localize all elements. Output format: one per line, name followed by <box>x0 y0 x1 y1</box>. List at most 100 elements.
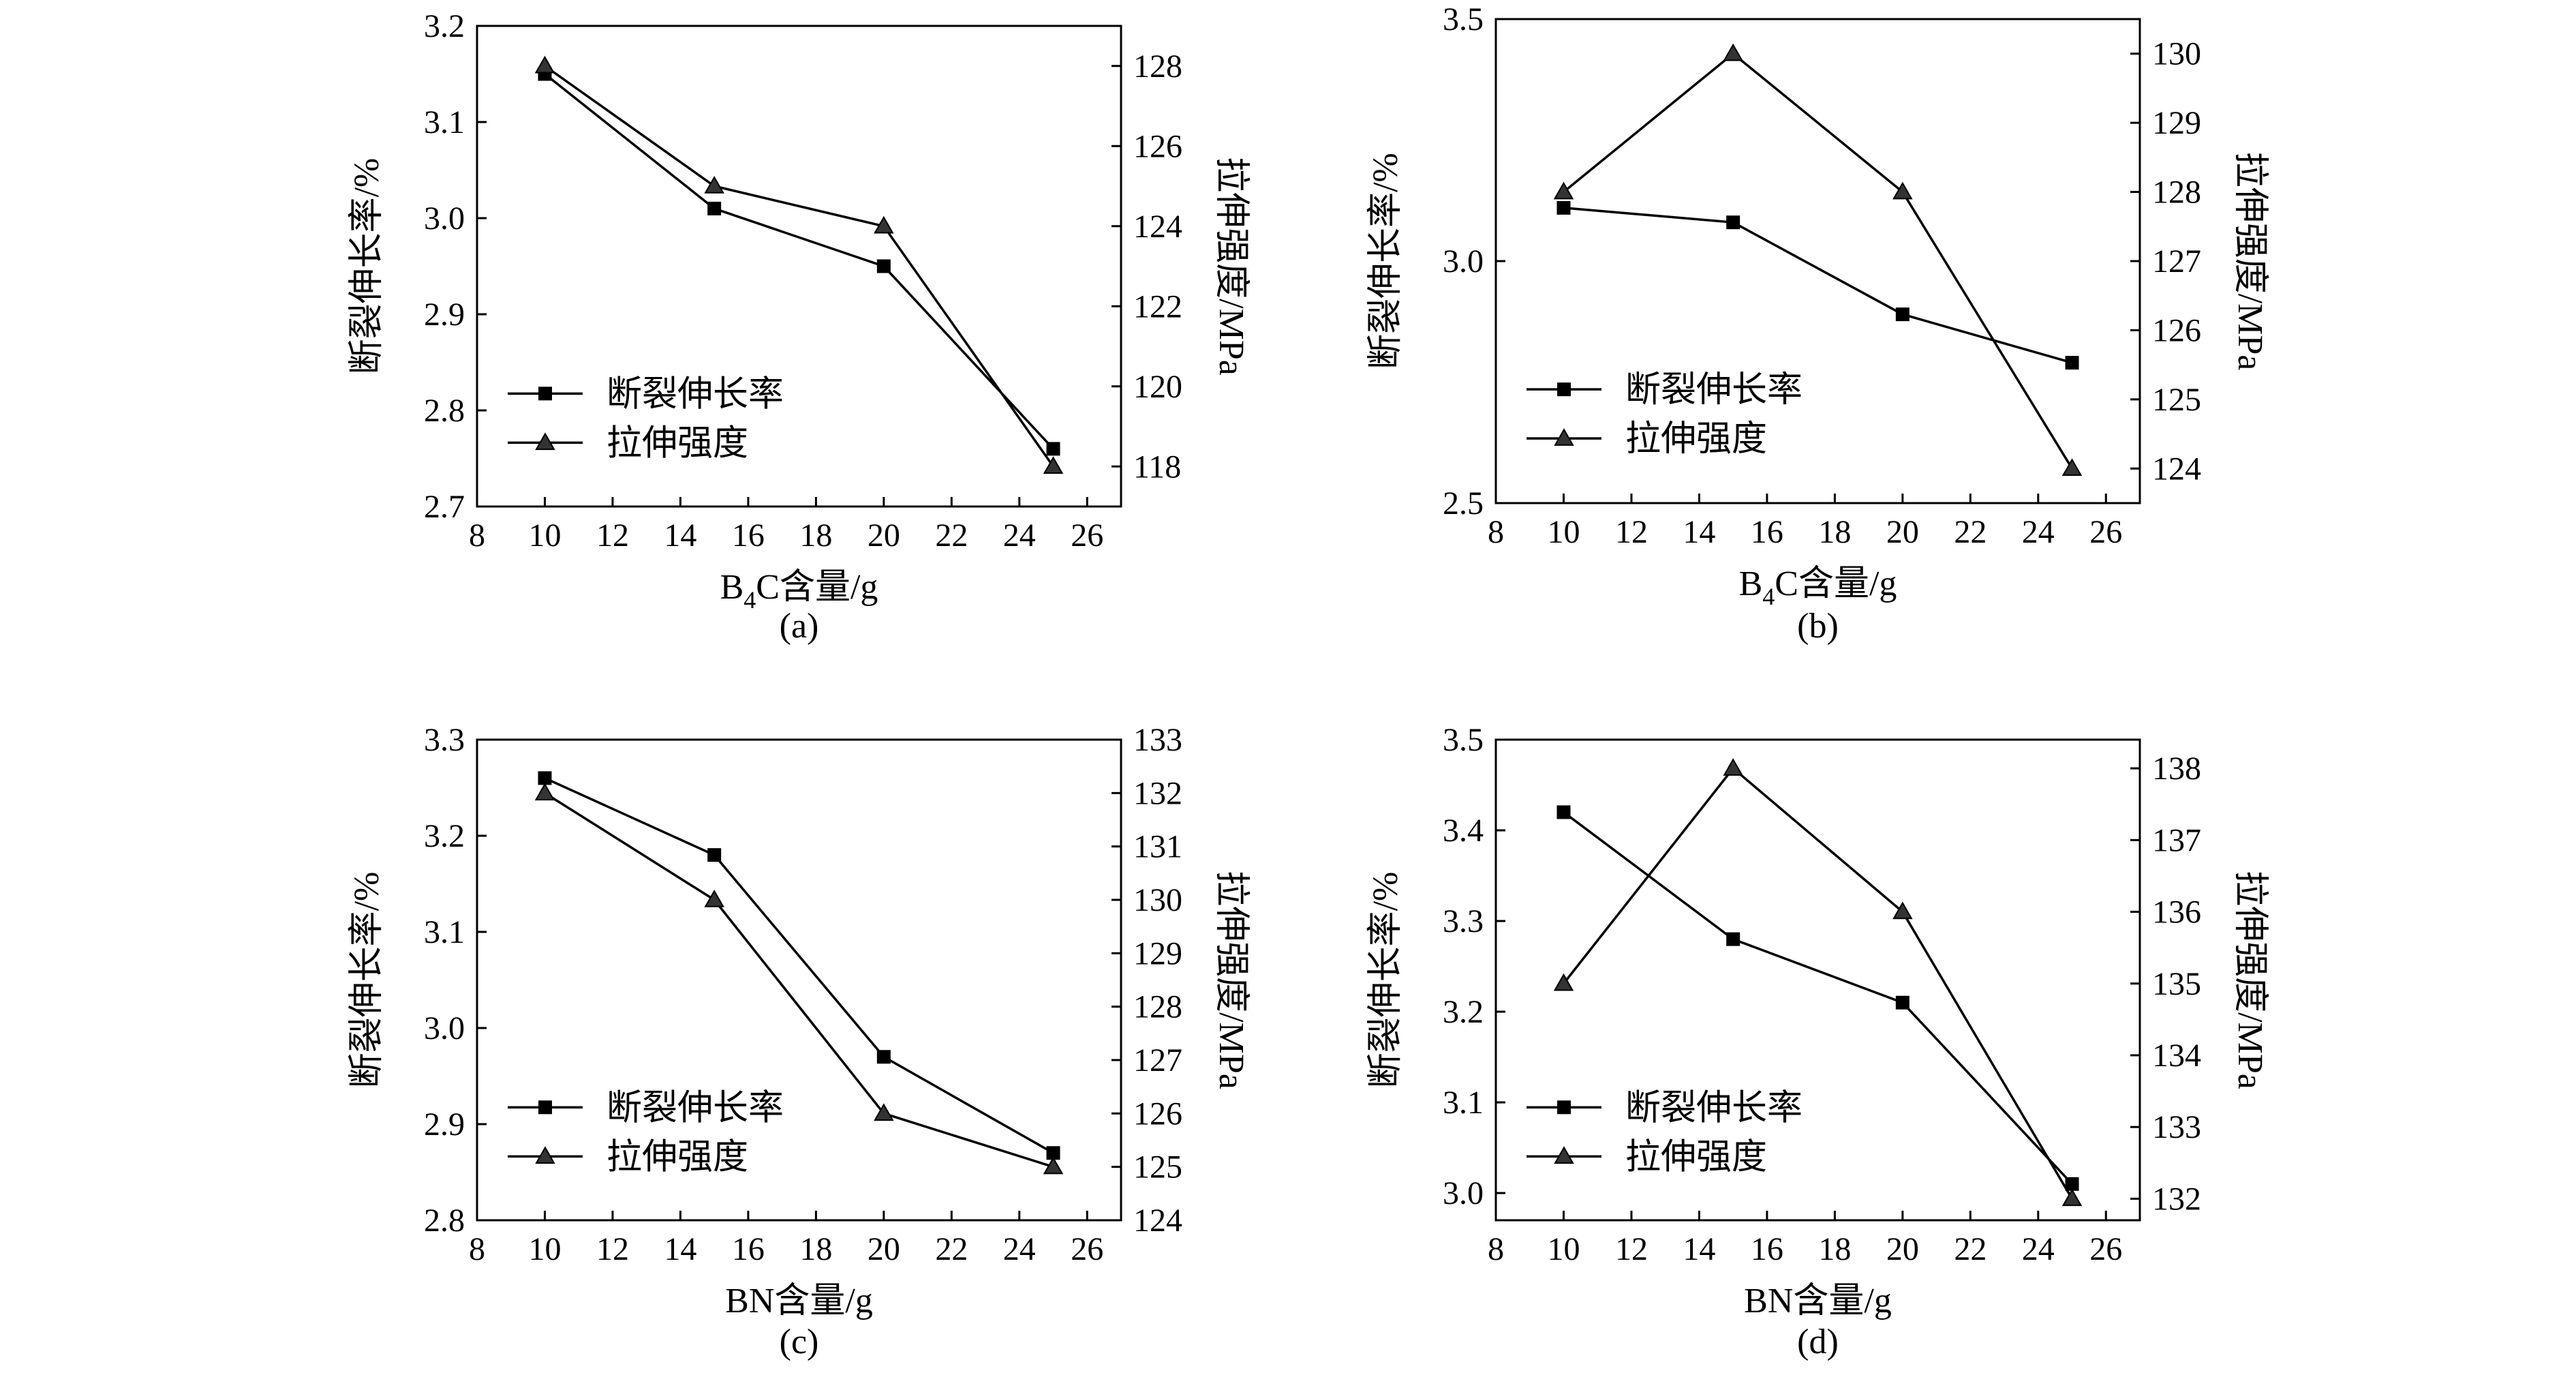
y-left-tick-label: 3.3 <box>424 722 465 758</box>
x-axis-title: BN含量/g <box>725 1282 873 1320</box>
data-point-triangle <box>1043 1156 1064 1175</box>
x-tick-label: 12 <box>596 1231 629 1267</box>
legend-label: 拉伸强度 <box>1625 1138 1767 1177</box>
y-left-tick-label: 3.2 <box>424 8 465 44</box>
data-point-triangle <box>1892 901 1913 920</box>
x-tick-label: 12 <box>1615 1231 1648 1267</box>
x-tick-label: 24 <box>1003 517 1036 554</box>
x-tick-label: 16 <box>1751 1231 1783 1267</box>
y-right-tick-label: 128 <box>1133 48 1182 85</box>
x-axis-title-main: B <box>720 568 744 607</box>
x-tick-label: 8 <box>469 517 485 554</box>
data-point-triangle <box>1553 181 1574 200</box>
x-axis-title-rest: C含量/g <box>756 568 878 607</box>
x-tick-label: 14 <box>1683 1231 1715 1267</box>
x-axis-title-subscript: 4 <box>743 586 756 614</box>
legend-item: 拉伸强度 <box>1527 1138 1767 1177</box>
legend-marker-square <box>1557 382 1571 397</box>
y-left-tick-label: 3.5 <box>1443 1 1484 37</box>
x-tick-label: 22 <box>1954 514 1987 550</box>
x-axis-title: B4C含量/g <box>720 568 878 614</box>
series-line-elongation <box>544 73 1054 450</box>
y-right-tick-label: 124 <box>2152 451 2201 487</box>
data-point-square <box>1557 200 1571 215</box>
data-point-triangle <box>1723 43 1743 61</box>
y-left-tick-label: 3.3 <box>1443 903 1484 939</box>
data-point-triangle <box>1892 181 1913 200</box>
legend-marker-triangle <box>535 432 555 451</box>
y-right-tick-label: 124 <box>1133 209 1182 245</box>
y-right-axis-title: 拉伸强度/MPa <box>2230 152 2269 371</box>
y-left-axis-title: 断裂伸长率/% <box>1366 872 1405 1089</box>
y-right-tick-label: 128 <box>1133 989 1182 1025</box>
x-tick-label: 26 <box>1071 517 1103 554</box>
legend-label: 断裂伸长率 <box>1625 1089 1803 1128</box>
y-right-tick-label: 126 <box>2152 312 2201 348</box>
plot-frame <box>1494 18 2141 504</box>
y-right-tick-label: 133 <box>1133 722 1182 758</box>
legend-marker-triangle <box>535 1146 555 1164</box>
x-tick-label: 8 <box>469 1231 485 1267</box>
legend-item: 断裂伸长率 <box>508 1089 784 1128</box>
legend-marker-triangle <box>1554 1146 1574 1164</box>
y-left-tick-label: 2.5 <box>1443 485 1484 522</box>
data-point-square <box>876 1050 891 1064</box>
y-right-tick-label: 120 <box>1133 369 1182 405</box>
data-point-square <box>1726 215 1741 230</box>
x-tick-label: 18 <box>1818 1231 1851 1267</box>
data-point-triangle <box>1723 758 1743 776</box>
data-point-square <box>1046 442 1060 456</box>
y-right-tick-label: 126 <box>1133 1096 1182 1132</box>
panel-caption: (b) <box>1797 607 1839 646</box>
data-point-square <box>1046 1146 1060 1160</box>
data-point-square <box>1895 307 1910 322</box>
y-left-tick-label: 2.8 <box>424 1203 465 1239</box>
legend-item: 断裂伸长率 <box>1527 1089 1803 1128</box>
x-tick-label: 10 <box>528 517 561 554</box>
x-axis-title-main: B <box>1739 564 1763 603</box>
y-right-tick-label: 127 <box>2152 243 2201 279</box>
data-point-square <box>876 259 891 273</box>
y-right-tick-label: 136 <box>2152 894 2201 931</box>
y-left-tick-label: 3.0 <box>424 1010 465 1046</box>
x-axis-title: BN含量/g <box>1744 1282 1892 1320</box>
x-tick-label: 22 <box>1954 1231 1987 1267</box>
y-right-tick-label: 131 <box>1133 829 1182 865</box>
data-point-triangle <box>1043 456 1064 474</box>
panel-caption: (d) <box>1797 1323 1839 1361</box>
legend-item: 拉伸强度 <box>508 424 748 463</box>
series-line-elongation <box>1563 207 2073 364</box>
y-right-tick-label: 134 <box>2152 1038 2201 1074</box>
x-tick-label: 16 <box>1751 514 1783 550</box>
y-right-tick-label: 125 <box>1133 1149 1182 1185</box>
legend-marker-square <box>538 387 552 401</box>
x-tick-label: 16 <box>732 1231 765 1267</box>
data-point-triangle <box>704 889 724 907</box>
data-point-triangle <box>534 783 555 801</box>
y-left-tick-label: 2.7 <box>424 489 465 525</box>
legend-marker-square <box>538 1100 552 1115</box>
legend-label: 拉伸强度 <box>1625 420 1767 459</box>
legend-item: 拉伸强度 <box>508 1138 748 1177</box>
data-point-triangle <box>704 175 724 194</box>
x-tick-label: 20 <box>1886 514 1919 550</box>
y-right-tick-label: 130 <box>1133 882 1182 918</box>
y-left-axis-title: 断裂伸长率/% <box>348 872 386 1089</box>
legend-label: 断裂伸长率 <box>1625 371 1803 410</box>
y-left-tick-label: 3.1 <box>424 914 465 950</box>
x-tick-label: 12 <box>596 517 629 554</box>
y-right-axis-title: 拉伸强度/MPa <box>1212 871 1251 1089</box>
data-point-triangle <box>874 215 894 234</box>
y-right-tick-label: 126 <box>1133 128 1182 164</box>
chart-panel-a: 8 10 12 14 16 18 20 22 24 26 2.7 2.8 2.9 3.0 3.1 3.2 118… <box>348 8 1251 646</box>
series-line-tensile-strength <box>544 65 1054 468</box>
series-line-elongation <box>544 776 1054 1154</box>
y-right-tick-label: 129 <box>1133 935 1182 971</box>
legend-item: 拉伸强度 <box>1527 420 1767 459</box>
legend-label: 拉伸强度 <box>607 424 748 463</box>
data-point-triangle <box>1553 973 1574 991</box>
data-point-square <box>2065 356 2079 370</box>
x-tick-label: 20 <box>1886 1231 1919 1267</box>
data-point-square <box>1557 805 1571 819</box>
y-left-tick-label: 3.2 <box>1443 994 1484 1030</box>
